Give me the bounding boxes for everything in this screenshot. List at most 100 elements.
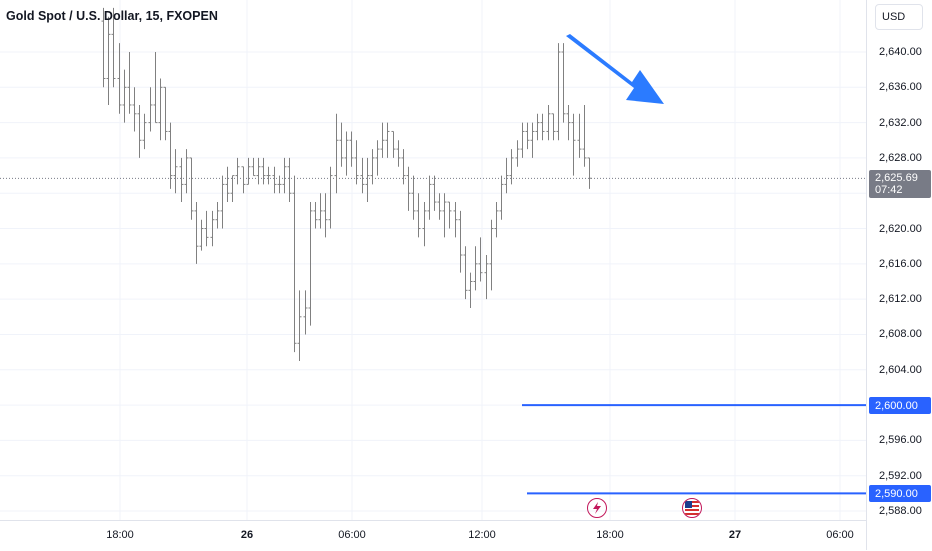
price-label: 2,620.00: [879, 222, 922, 235]
ohlc-bar: [504, 157, 509, 194]
ohlc-bar: [473, 246, 478, 291]
ohlc-bar: [484, 255, 489, 300]
ohlc-bar: [463, 246, 468, 300]
ohlc-bar: [168, 122, 173, 189]
ohlc-bar: [199, 219, 204, 251]
ohlc-bar: [447, 201, 452, 229]
arrow-annotation: [566, 34, 664, 104]
ohlc-bar: [556, 43, 561, 141]
price-chart[interactable]: [0, 0, 866, 520]
ohlc-bar: [277, 175, 282, 194]
ohlc-bar: [546, 104, 551, 141]
ohlc-bar: [566, 104, 571, 141]
horizontal-lines: [522, 404, 866, 495]
grid: [0, 0, 866, 520]
ohlc-bar: [318, 193, 323, 229]
currency-button[interactable]: USD: [875, 4, 923, 30]
ohlc-bar: [344, 131, 349, 176]
ohlc-bar: [406, 166, 411, 211]
ohlc-bar: [189, 157, 194, 220]
ohlc-bar: [148, 87, 153, 132]
ohlc-bar: [132, 87, 137, 132]
ohlc-bar: [210, 210, 215, 247]
ohlc-bar: [158, 78, 163, 141]
ohlc-bar: [571, 113, 576, 176]
price-label: 2,632.00: [879, 116, 922, 129]
ohlc-bar: [117, 43, 122, 114]
price-label: 2,592.00: [879, 469, 922, 482]
price-label: 2,628.00: [879, 151, 922, 164]
price-label: 2,616.00: [879, 257, 922, 270]
ohlc-bars: [101, 7, 592, 361]
ohlc-bar: [365, 157, 370, 203]
time-axis[interactable]: 18:00 26 06:00 12:00 18:00 27 06:00: [0, 520, 866, 551]
time-label: 06:00: [338, 529, 366, 541]
ohlc-bar: [323, 193, 328, 238]
ohlc-bar: [375, 140, 380, 176]
ohlc-bar: [179, 157, 184, 203]
last-price-value: 2,625.69: [875, 172, 918, 185]
ohlc-bar: [427, 175, 432, 220]
ohlc-bar: [509, 149, 514, 185]
ohlc-bar: [184, 149, 189, 194]
time-label: 27: [728, 529, 742, 541]
ohlc-bar: [520, 122, 525, 158]
ohlc-bar: [494, 202, 499, 238]
price-label: 2,596.00: [879, 434, 922, 447]
ohlc-bar: [142, 113, 147, 150]
us-flag-event-icon[interactable]: [682, 498, 702, 518]
ohlc-bar: [246, 157, 251, 185]
ohlc-bar: [401, 149, 406, 185]
ohlc-bar: [535, 113, 540, 141]
ohlc-bar: [385, 122, 390, 158]
horizontal-line-price-tag: 2,600.00: [869, 397, 931, 415]
ohlc-bar: [380, 122, 385, 158]
ohlc-bar: [458, 210, 463, 273]
price-label: 2,612.00: [879, 293, 922, 306]
price-label: 2,636.00: [879, 81, 922, 94]
ohlc-bar: [551, 113, 556, 141]
arrow-down-icon: [566, 34, 664, 104]
price-label: 2,608.00: [879, 328, 922, 341]
ohlc-bar: [173, 149, 178, 194]
ohlc-bar: [577, 113, 582, 158]
ohlc-bar: [266, 166, 271, 185]
bar-countdown: 07:42: [875, 184, 903, 197]
ohlc-bar: [437, 193, 442, 220]
ohlc-bar: [468, 272, 473, 308]
price-label: 2,588.00: [879, 505, 922, 517]
ohlc-bar: [292, 175, 297, 353]
ohlc-bar: [432, 175, 437, 211]
ohlc-bar: [282, 157, 287, 194]
ohlc-bar: [251, 157, 256, 177]
ohlc-bar: [478, 237, 483, 282]
ohlc-bar: [127, 52, 132, 114]
ohlc-bar: [272, 166, 277, 194]
price-axis[interactable]: USD 2,640.00 2,636.00 2,632.00 2,628.00 2,62…: [866, 0, 932, 550]
ohlc-bar: [122, 69, 127, 123]
time-label: 18:00: [106, 529, 134, 541]
chart-area[interactable]: Gold Spot / U.S. Dollar, 15, FXOPEN: [0, 0, 866, 520]
ohlc-bar: [308, 202, 313, 326]
ohlc-bar: [241, 166, 246, 194]
ohlc-bar: [360, 157, 365, 194]
ohlc-bar: [287, 157, 292, 203]
ohlc-bar: [391, 130, 396, 158]
ohlc-bar: [230, 175, 235, 203]
ohlc-bar: [328, 166, 333, 229]
ohlc-bar: [339, 122, 344, 167]
ohlc-bar: [411, 175, 416, 220]
last-price-tag: 2,625.69 07:42: [869, 170, 931, 199]
ohlc-bar: [349, 131, 354, 167]
ohlc-bar: [261, 157, 266, 185]
ohlc-bar: [137, 104, 142, 158]
time-label: 18:00: [596, 529, 624, 541]
ohlc-bar: [525, 122, 530, 150]
ohlc-bar: [101, 7, 106, 88]
ohlc-bar: [489, 219, 494, 291]
ohlc-bar: [582, 104, 587, 167]
lightning-event-icon[interactable]: [587, 498, 607, 518]
ohlc-bar: [422, 202, 427, 247]
horizontal-line-price-tag: 2,590.00: [869, 485, 931, 503]
time-label: 12:00: [468, 529, 496, 541]
